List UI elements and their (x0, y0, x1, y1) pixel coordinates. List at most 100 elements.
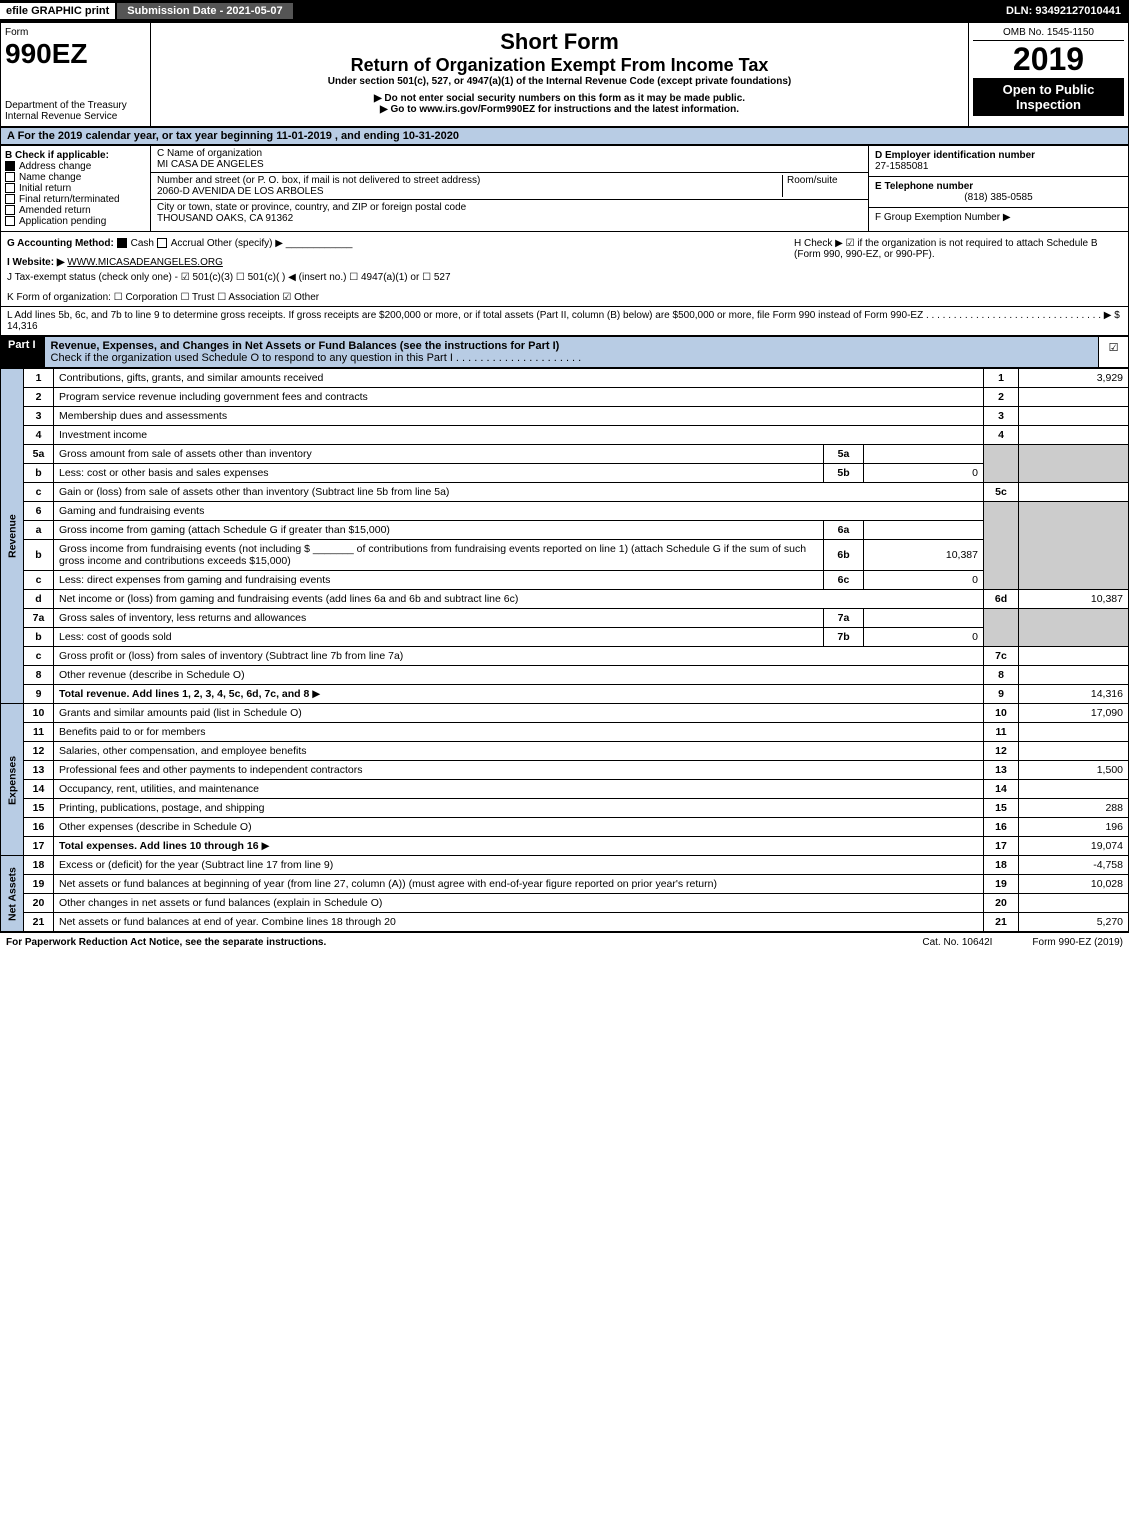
open-public-badge: Open to Public Inspection (973, 78, 1124, 116)
desc-3: Membership dues and assessments (59, 410, 227, 422)
dln: DLN: 93492127010441 (998, 3, 1129, 19)
section-b-checks: B Check if applicable: Address change Na… (1, 146, 151, 231)
l-line: L Add lines 5b, 6c, and 7b to line 9 to … (0, 307, 1129, 336)
goto-note[interactable]: ▶ Go to www.irs.gov/Form990EZ for instru… (157, 104, 962, 115)
desc-5c: Gain or (loss) from sale of assets other… (59, 486, 449, 498)
website-link[interactable]: WWW.MICASADEANGELES.ORG (67, 257, 223, 268)
page-footer: For Paperwork Reduction Act Notice, see … (0, 932, 1129, 952)
sv-5a (864, 445, 984, 464)
desc-8: Other revenue (describe in Schedule O) (59, 669, 245, 681)
val-21: 5,270 (1019, 913, 1129, 932)
submission-date: Submission Date - 2021-05-07 (117, 3, 292, 19)
part1-table: Revenue 1 Contributions, gifts, grants, … (0, 368, 1129, 932)
val-1: 3,929 (1019, 369, 1129, 388)
sv-6c: 0 (864, 571, 984, 590)
f-label: F Group Exemption Number ▶ (875, 212, 1011, 223)
val-17: 19,074 (1019, 837, 1129, 856)
desc-15: Printing, publications, postage, and shi… (59, 802, 264, 814)
chk-name-change[interactable] (5, 172, 15, 182)
street-value: 2060-D AVENIDA DE LOS ARBOLES (157, 186, 324, 197)
val-13: 1,500 (1019, 761, 1129, 780)
lbl-initial-return: Initial return (19, 183, 71, 194)
desc-13: Professional fees and other payments to … (59, 764, 363, 776)
return-title: Return of Organization Exempt From Incom… (157, 55, 962, 76)
i-label: I Website: ▶ (7, 257, 65, 268)
desc-4: Investment income (59, 429, 147, 441)
val-18: -4,758 (1019, 856, 1129, 875)
val-15: 288 (1019, 799, 1129, 818)
street-label: Number and street (or P. O. box, if mail… (157, 175, 480, 186)
val-8 (1019, 666, 1129, 685)
part1-header-row: Part I Revenue, Expenses, and Changes in… (0, 336, 1129, 368)
chk-address-change[interactable] (5, 161, 15, 171)
room-label: Room/suite (787, 175, 838, 186)
efile-topbar: efile GRAPHIC print Submission Date - 20… (0, 0, 1129, 22)
desc-6b: Gross income from fundraising events (no… (59, 543, 806, 567)
chk-application-pending[interactable] (5, 216, 15, 226)
sv-5b: 0 (864, 464, 984, 483)
dept-irs: Internal Revenue Service (5, 111, 146, 122)
efile-print-label[interactable]: efile GRAPHIC print (0, 3, 115, 19)
side-expenses: Expenses (1, 704, 24, 856)
side-netassets: Net Assets (1, 856, 24, 932)
desc-7c: Gross profit or (loss) from sales of inv… (59, 650, 403, 662)
under-section: Under section 501(c), 527, or 4947(a)(1)… (157, 76, 962, 87)
desc-12: Salaries, other compensation, and employ… (59, 745, 306, 757)
lbl-other-method: Other (specify) ▶ (207, 238, 283, 249)
form-word: Form (5, 27, 146, 38)
val-19: 10,028 (1019, 875, 1129, 894)
cat-no: Cat. No. 10642I (922, 937, 992, 948)
val-12 (1019, 742, 1129, 761)
h-check: H Check ▶ ☑ if the organization is not r… (788, 232, 1128, 289)
val-2 (1019, 388, 1129, 407)
form-number: 990EZ (5, 38, 146, 70)
sv-6b: 10,387 (864, 540, 984, 571)
tax-year: 2019 (973, 41, 1124, 78)
lbl-amended-return: Amended return (19, 205, 91, 216)
val-3 (1019, 407, 1129, 426)
form-header: Form 990EZ Department of the Treasury In… (0, 22, 1129, 127)
desc-21: Net assets or fund balances at end of ye… (59, 916, 396, 928)
side-revenue: Revenue (1, 369, 24, 704)
val-4 (1019, 426, 1129, 445)
desc-1: Contributions, gifts, grants, and simila… (59, 372, 323, 384)
part1-label: Part I (0, 336, 44, 368)
desc-14: Occupancy, rent, utilities, and maintena… (59, 783, 259, 795)
val-16: 196 (1019, 818, 1129, 837)
desc-5b: Less: cost or other basis and sales expe… (59, 467, 269, 479)
lbl-name-change: Name change (19, 172, 81, 183)
section-a-taxyear: A For the 2019 calendar year, or tax yea… (0, 127, 1129, 145)
chk-final-return[interactable] (5, 194, 15, 204)
desc-17: Total expenses. Add lines 10 through 16 (59, 840, 259, 852)
lbl-final-return: Final return/terminated (19, 194, 120, 205)
val-20 (1019, 894, 1129, 913)
desc-2: Program service revenue including govern… (59, 391, 368, 403)
desc-20: Other changes in net assets or fund bala… (59, 897, 382, 909)
part1-sub: Check if the organization used Schedule … (51, 352, 582, 364)
city-value: THOUSAND OAKS, CA 91362 (157, 213, 293, 224)
chk-cash[interactable] (117, 238, 127, 248)
ein-value: 27-1585081 (875, 161, 928, 172)
col-1: 1 (984, 369, 1019, 388)
chk-amended-return[interactable] (5, 205, 15, 215)
ln-1: 1 (24, 369, 54, 388)
e-label: E Telephone number (875, 181, 973, 192)
desc-7b: Less: cost of goods sold (59, 631, 172, 643)
lbl-cash: Cash (131, 238, 154, 249)
desc-11: Benefits paid to or for members (59, 726, 205, 738)
val-10: 17,090 (1019, 704, 1129, 723)
part1-title: Revenue, Expenses, and Changes in Net As… (51, 340, 560, 352)
chk-initial-return[interactable] (5, 183, 15, 193)
val-6d: 10,387 (1019, 590, 1129, 609)
val-9: 14,316 (1019, 685, 1129, 704)
omb-number: OMB No. 1545-1150 (973, 27, 1124, 41)
desc-9: Total revenue. Add lines 1, 2, 3, 4, 5c,… (59, 688, 309, 700)
ssn-note: ▶ Do not enter social security numbers o… (157, 93, 962, 104)
c-label: C Name of organization (157, 148, 262, 159)
entity-block: B Check if applicable: Address change Na… (0, 145, 1129, 232)
desc-5a: Gross amount from sale of assets other t… (59, 448, 312, 460)
val-5c (1019, 483, 1129, 502)
paperwork-notice: For Paperwork Reduction Act Notice, see … (6, 937, 326, 948)
part1-check[interactable]: ☑ (1099, 336, 1129, 368)
chk-accrual[interactable] (157, 238, 167, 248)
